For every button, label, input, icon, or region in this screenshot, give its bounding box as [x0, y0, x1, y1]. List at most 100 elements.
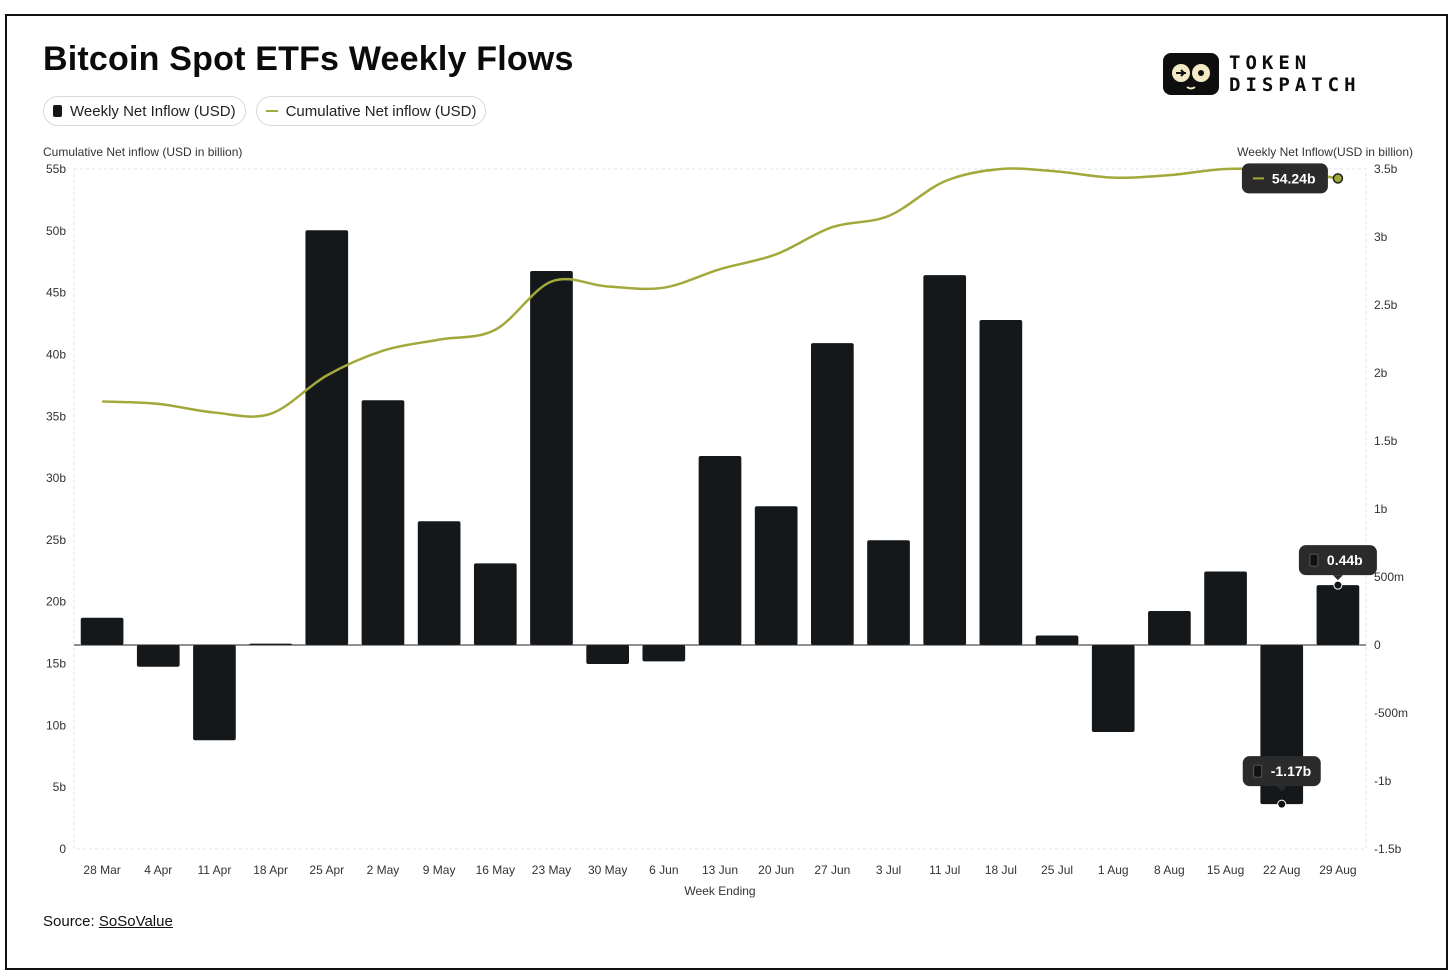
right-tick-label: 500m	[1374, 570, 1404, 584]
x-tick-label: 18 Jul	[985, 863, 1017, 877]
bar	[473, 563, 517, 645]
bar	[1316, 585, 1360, 645]
tooltip: -1.17b	[1242, 756, 1321, 792]
source-link[interactable]: SoSoValue	[98, 913, 173, 930]
right-axis-title: Weekly Net Inflow(USD in billion)	[1237, 145, 1413, 159]
left-tick-label: 30b	[46, 471, 66, 485]
bar	[811, 343, 854, 645]
x-tick-label: 3 Jul	[876, 863, 901, 877]
source-note: Source: SoSoValue	[43, 913, 173, 930]
x-tick-label: 18 Apr	[253, 863, 288, 877]
bar	[586, 645, 629, 665]
legend: Weekly Net Inflow (USD) Cumulative Net i…	[43, 96, 487, 126]
left-tick-label: 15b	[46, 657, 66, 671]
left-tick-label: 40b	[46, 347, 66, 361]
logo-text: TOKEN DISPATCH	[1229, 52, 1361, 96]
bar	[305, 230, 349, 645]
left-tick-label: 55b	[46, 162, 66, 176]
x-tick-label: 9 May	[423, 863, 456, 877]
left-axis-title: Cumulative Net inflow (USD in billion)	[43, 145, 243, 159]
right-tick-label: 0	[1374, 638, 1381, 652]
bar-point-marker	[1333, 580, 1343, 590]
x-tick-label: 8 Aug	[1154, 863, 1185, 877]
bar	[979, 319, 1023, 645]
bar	[193, 645, 236, 741]
bar	[530, 271, 573, 645]
tooltip-label: -1.17b	[1271, 763, 1311, 779]
tooltip-pointer	[1332, 575, 1343, 581]
legend-weekly-label: Weekly Net Inflow (USD)	[70, 102, 236, 120]
chart-title: Bitcoin Spot ETFs Weekly Flows	[43, 40, 574, 78]
x-tick-label: 4 Apr	[144, 863, 172, 877]
x-tick-label: 6 Jun	[649, 863, 678, 877]
x-tick-label: 1 Aug	[1098, 863, 1129, 877]
left-tick-label: 50b	[46, 224, 66, 238]
bar	[361, 400, 405, 645]
right-tick-label: 3b	[1374, 230, 1388, 244]
source-prefix: Source:	[43, 913, 99, 930]
bar	[417, 521, 461, 645]
x-tick-label: 28 Mar	[83, 863, 120, 877]
left-tick-label: 35b	[46, 409, 66, 423]
bar	[754, 506, 798, 645]
bar	[867, 540, 910, 645]
x-tick-label: 27 Jun	[814, 863, 850, 877]
logo-line-2: DISPATCH	[1229, 74, 1361, 96]
logo-line-1: TOKEN	[1229, 52, 1312, 74]
right-tick-label: -1b	[1374, 774, 1392, 788]
x-tick-label: 16 May	[476, 863, 515, 877]
bar-swatch-icon	[53, 105, 62, 117]
bar	[80, 617, 124, 645]
tooltip-box	[1242, 756, 1321, 787]
left-tick-label: 5b	[53, 780, 67, 794]
left-tick-label: 45b	[46, 286, 66, 300]
tooltip-bar-swatch	[1309, 553, 1319, 567]
bar	[1091, 645, 1135, 733]
right-tick-label: 1b	[1374, 502, 1388, 516]
left-tick-label: 20b	[46, 595, 66, 609]
right-tick-label: -500m	[1374, 706, 1408, 720]
right-tick-label: -1.5b	[1374, 842, 1402, 856]
bar	[1035, 635, 1079, 645]
right-tick-label: 2b	[1374, 366, 1388, 380]
tooltip: 0.44b	[1298, 545, 1377, 581]
tooltip: 54.24b	[1241, 163, 1328, 194]
x-tick-label: 25 Jul	[1041, 863, 1073, 877]
x-tick-label: 22 Aug	[1263, 863, 1300, 877]
x-tick-label: 30 May	[588, 863, 627, 877]
bar	[923, 275, 967, 645]
x-axis-title: Week Ending	[684, 884, 755, 898]
tooltip-box	[1298, 545, 1377, 576]
left-tick-label: 0	[59, 842, 66, 856]
bar	[1204, 571, 1247, 645]
bar	[698, 455, 742, 645]
legend-cumulative-label: Cumulative Net inflow (USD)	[285, 102, 477, 120]
tooltip-box	[1241, 163, 1328, 194]
tooltip-label: 54.24b	[1272, 170, 1316, 186]
right-tick-label: 2.5b	[1374, 298, 1398, 312]
x-tick-label: 15 Aug	[1207, 863, 1244, 877]
line-point-marker	[1332, 173, 1344, 184]
tooltip-pointer	[1276, 786, 1287, 792]
bar	[136, 645, 180, 667]
x-tick-label: 23 May	[532, 863, 571, 877]
cumulative-line	[102, 167, 1339, 418]
bar-point-marker	[1277, 799, 1287, 809]
bar	[1148, 611, 1191, 645]
line-swatch-icon	[265, 110, 278, 112]
brand-logo: TOKEN DISPATCH	[1163, 52, 1361, 96]
x-tick-label: 2 May	[367, 863, 400, 877]
x-tick-label: 25 Apr	[309, 863, 344, 877]
legend-item-weekly[interactable]: Weekly Net Inflow (USD)	[43, 96, 246, 126]
bar	[642, 645, 686, 662]
logo-mascot-icon	[1163, 53, 1219, 95]
tooltip-label: 0.44b	[1327, 552, 1363, 568]
x-tick-label: 13 Jun	[702, 863, 738, 877]
right-tick-label: 1.5b	[1374, 434, 1398, 448]
x-tick-label: 11 Apr	[198, 863, 232, 877]
x-tick-label: 29 Aug	[1319, 863, 1356, 877]
legend-item-cumulative[interactable]: Cumulative Net inflow (USD)	[255, 96, 487, 126]
plot-border	[73, 168, 1367, 850]
left-tick-label: 10b	[46, 718, 66, 732]
